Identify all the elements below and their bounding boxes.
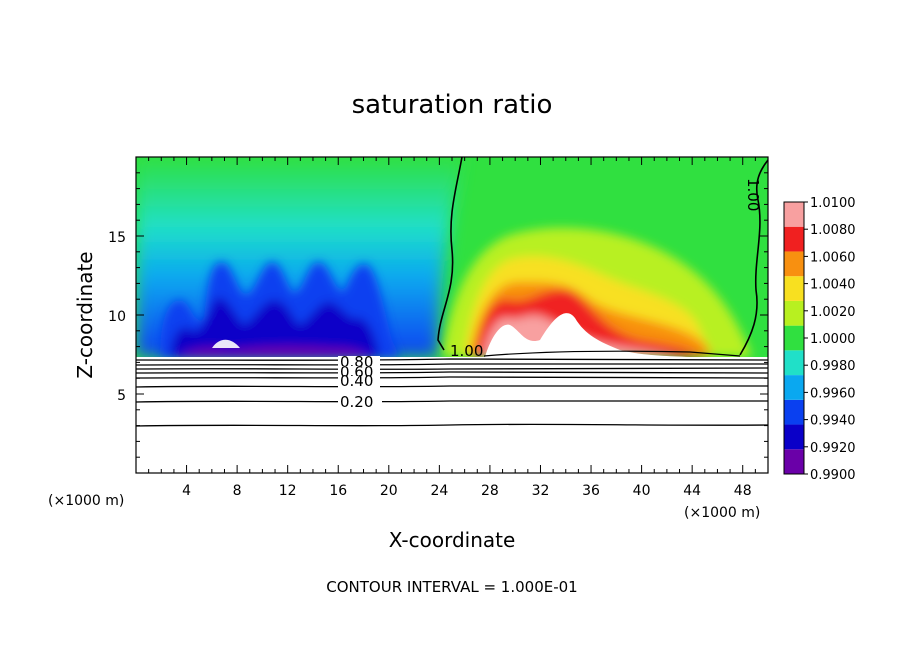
colorbar-label: 0.9980 [810,359,856,374]
colorbar-label: 0.9920 [810,441,856,456]
contour-label-0.20: 0.20 [340,393,373,411]
y-axis-ticks: 5 10 15 [108,172,768,458]
contour-line-1.00-left [437,156,463,351]
colorbar-swatch [784,399,804,425]
x-tick-label: 40 [633,483,651,499]
y-tick-label: 10 [108,309,126,325]
colorbar-swatch [784,350,804,376]
x-tick-label: 20 [380,483,398,499]
chart-title: saturation ratio [352,90,553,120]
colorbar-swatch [784,424,804,450]
x-axis-ticks: 4 8 12 16 20 24 28 32 36 40 44 48 [148,157,756,499]
contour-line-dome [483,350,741,357]
lower-contours [135,358,769,427]
contour-labels: 1.00 1.00 0.80 0.60 0.40 0.20 [338,178,762,411]
x-unit-right: (×1000 m) [684,505,760,521]
colorbar-label: 0.9940 [810,414,856,429]
contour-label-1.00-bottom: 1.00 [450,342,483,360]
colorbar-label: 0.9960 [810,386,856,401]
x-tick-label: 36 [582,483,600,499]
x-tick-label: 12 [279,483,297,499]
colorbar-swatch [784,251,804,277]
colorbar-swatch [784,449,804,474]
colorbar-label: 1.0000 [810,332,856,347]
contour-label-1.00-right: 1.00 [744,178,762,211]
colorbar-swatch [784,300,804,326]
x-tick-label: 32 [532,483,550,499]
x-tick-label: 48 [734,483,752,499]
colorbar-label: 1.0020 [810,305,856,320]
colorbar-label: 1.0100 [810,196,856,211]
x-tick-label: 16 [329,483,347,499]
x-tick-label: 4 [182,483,191,499]
x-tick-label: 28 [481,483,499,499]
colorbar-label: 0.9900 [810,468,856,483]
colorbar-swatch [784,276,804,301]
colorbar-swatch [784,375,804,400]
x-tick-label: 44 [683,483,701,499]
y-tick-label: 15 [108,230,126,246]
colorbar-swatch [784,202,804,227]
y-axis-label: Z-coordinate [73,251,97,378]
x-axis-label: X-coordinate [389,528,516,552]
x-tick-label: 24 [430,483,448,499]
colorbar: 0.9900 0.9920 0.9940 0.9960 0.9980 1.0000 1.00… [783,196,856,483]
colorbar-swatch [784,226,804,252]
contour-label-0.40: 0.40 [340,372,373,390]
colorbar-label: 1.0040 [810,278,856,293]
colorbar-swatch [784,325,804,351]
x-tick-label: 8 [233,483,242,499]
contour-interval-note: CONTOUR INTERVAL = 1.000E-01 [326,578,577,596]
colorbar-label: 1.0060 [810,250,856,265]
colorbar-label: 1.0080 [810,223,856,238]
contour-line-1.00-right [739,159,769,356]
x-unit-left: (×1000 m) [48,493,124,509]
y-tick-label: 5 [117,388,126,404]
